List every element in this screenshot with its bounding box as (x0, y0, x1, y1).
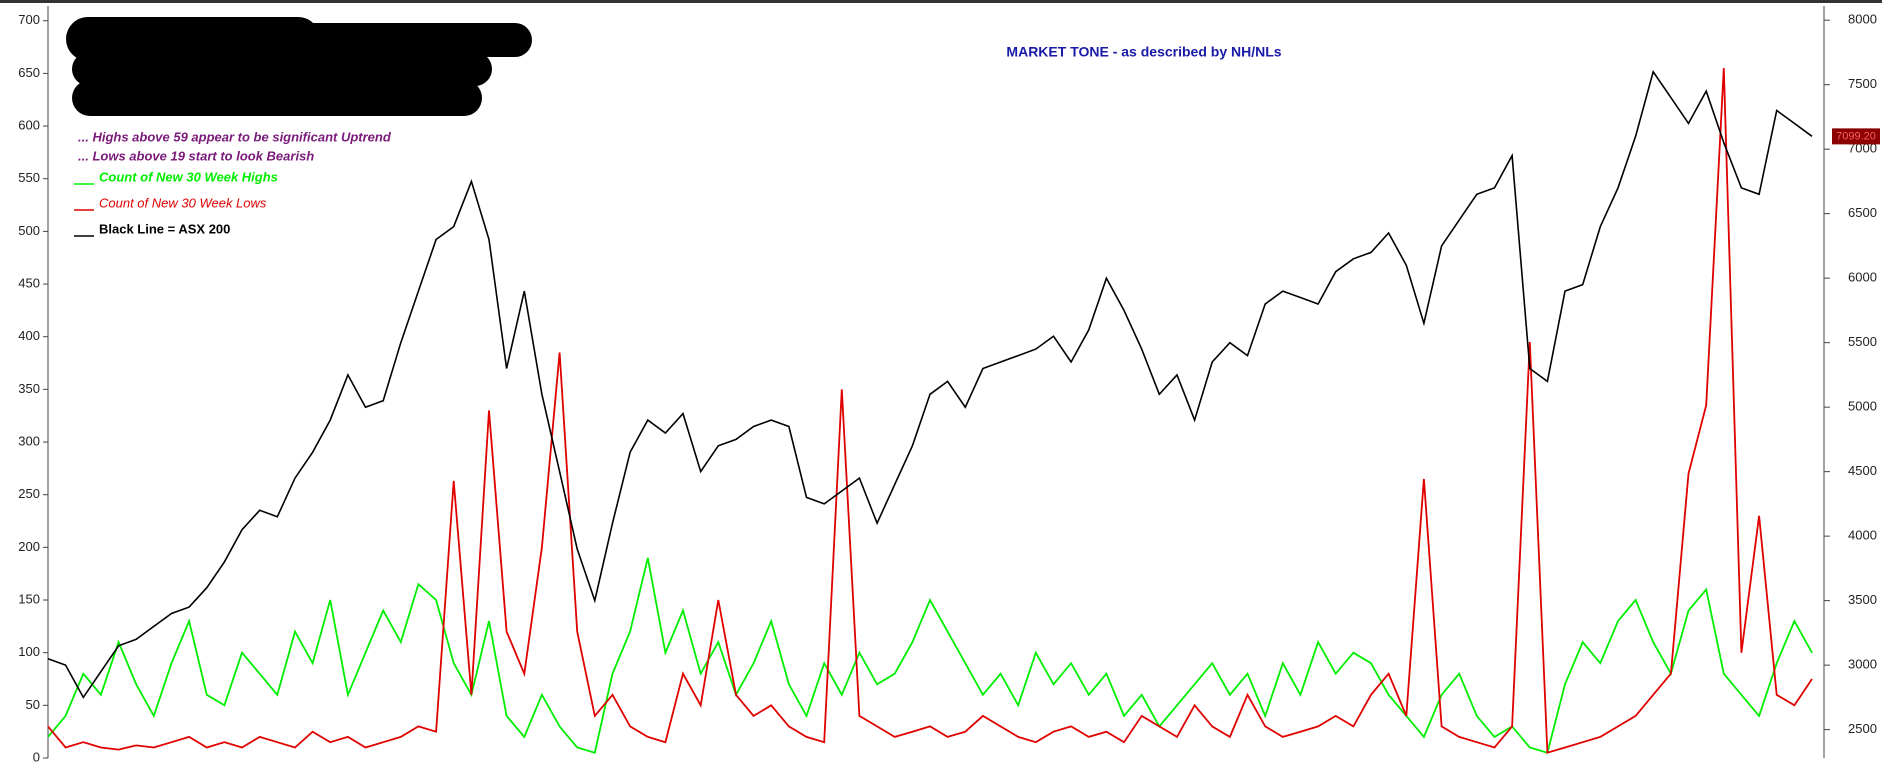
y2-tick-label: 4000 (1848, 528, 1877, 543)
y-tick-label: 650 (18, 65, 40, 80)
legend-label: Count of New 30 Week Highs (99, 169, 278, 184)
y2-tick-label: 5500 (1848, 334, 1877, 349)
y-tick-label: 0 (33, 749, 40, 764)
y-tick-label: 600 (18, 118, 40, 133)
chart-title: MARKET TONE - as described by NH/NLs (1006, 44, 1281, 60)
y2-tick-label: 4500 (1848, 463, 1877, 478)
y2-tick-label: 2500 (1848, 721, 1877, 736)
y-tick-label: 500 (18, 223, 40, 238)
y-tick-label: 700 (18, 12, 40, 27)
y2-tick-label: 6000 (1848, 270, 1877, 285)
y-tick-label: 450 (18, 275, 40, 290)
last-price-label: 7099.20 (1836, 130, 1876, 142)
y2-tick-label: 6500 (1848, 205, 1877, 220)
y2-tick-label: 3500 (1848, 592, 1877, 607)
y2-tick-label: 3000 (1848, 657, 1877, 672)
last-price-box (1832, 128, 1880, 145)
annotation: ... Highs above 59 appear to be signific… (78, 129, 392, 144)
y2-tick-label: 7500 (1848, 76, 1877, 91)
y-tick-label: 250 (18, 486, 40, 501)
redaction (66, 17, 532, 116)
y-tick-label: 400 (18, 328, 40, 343)
y-tick-label: 150 (18, 591, 40, 606)
annotation: ... Lows above 19 start to look Bearish (78, 148, 314, 163)
legend-label: Count of New 30 Week Lows (99, 195, 267, 210)
y2-tick-label: 5000 (1848, 399, 1877, 414)
y-tick-label: 100 (18, 644, 40, 659)
y-tick-label: 350 (18, 381, 40, 396)
y2-tick-label: 8000 (1848, 12, 1877, 27)
top-border (0, 0, 1882, 3)
y-tick-label: 50 (26, 697, 40, 712)
y-tick-label: 550 (18, 170, 40, 185)
y-tick-label: 200 (18, 539, 40, 554)
series-line (47, 69, 1813, 699)
y-tick-label: 300 (18, 433, 40, 448)
legend-label: Black Line = ASX 200 (99, 221, 230, 236)
series-line (47, 557, 1813, 754)
series-line (47, 68, 1813, 754)
